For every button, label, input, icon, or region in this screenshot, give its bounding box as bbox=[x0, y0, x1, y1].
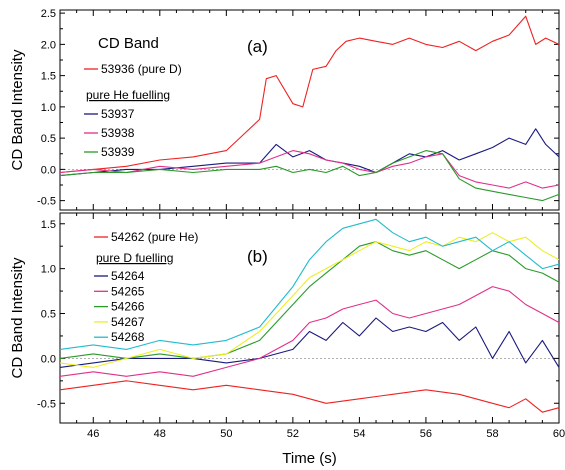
x-axis-label: Time (s) bbox=[282, 450, 336, 467]
panel-b: -0.5 0.0 0.5 1.0 1.5 46 48 50 52 54 56 58 60 Time (s)… bbox=[9, 212, 565, 467]
legend-subheading: pure D fuelling bbox=[96, 251, 173, 265]
legend-entry-label: 54262 (pure He) bbox=[111, 230, 198, 244]
y-tick-label: 1.0 bbox=[41, 264, 56, 276]
series-line-53938 bbox=[59, 150, 560, 189]
legend-entry-label: 53936 (pure D) bbox=[101, 62, 182, 76]
y-tick-label: 1.5 bbox=[41, 71, 56, 83]
series-line-54262 bbox=[59, 380, 560, 413]
panel-label: (a) bbox=[247, 37, 268, 56]
y-tick-label: 0.5 bbox=[41, 133, 56, 145]
legend-entry-label: 53937 bbox=[101, 107, 135, 121]
x-tick-label: 52 bbox=[287, 428, 299, 440]
legend-entry-label: 54266 bbox=[111, 300, 145, 314]
series-line-54268 bbox=[59, 218, 560, 350]
series-line-54266 bbox=[59, 241, 560, 359]
y-tick-label: -0.5 bbox=[37, 196, 56, 208]
y-axis-label: CD Band Intensity bbox=[9, 257, 26, 378]
y-tick-label: 1.5 bbox=[41, 219, 56, 231]
legend-entry-label: 54268 bbox=[111, 330, 145, 344]
series-line-54267 bbox=[59, 232, 560, 368]
y-tick-label: -0.5 bbox=[37, 398, 56, 410]
x-tick-label: 56 bbox=[420, 428, 432, 440]
x-tick-label: 46 bbox=[87, 428, 99, 440]
x-tick-label: 58 bbox=[486, 428, 498, 440]
series-line-54264 bbox=[59, 317, 560, 368]
y-tick-label: 0.0 bbox=[41, 164, 56, 176]
x-tick-label: 48 bbox=[154, 428, 166, 440]
y-tick-label: 0.0 bbox=[41, 353, 56, 365]
y-axis-label: CD Band Intensity bbox=[9, 49, 26, 170]
y-tick-label: 0.5 bbox=[41, 309, 56, 321]
panel-label: (b) bbox=[247, 247, 268, 266]
y-tick-label: 2.0 bbox=[41, 39, 56, 51]
y-tick-label: 2.5 bbox=[41, 8, 56, 20]
x-tick-label: 60 bbox=[553, 428, 565, 440]
x-tick-label: 54 bbox=[353, 428, 365, 440]
legend-entry-label: 54264 bbox=[111, 269, 145, 283]
panel-a: -0.5 0.0 0.5 1.0 1.5 2.0 2.5 CD Band Intensity (… bbox=[9, 8, 560, 211]
chart-title: CD Band bbox=[98, 35, 159, 52]
legend-entry-label: 54267 bbox=[111, 315, 145, 329]
series-line-53936 bbox=[59, 15, 560, 174]
series-line-53937 bbox=[59, 128, 560, 177]
x-tick-label: 50 bbox=[220, 428, 232, 440]
legend-entry-label: 53939 bbox=[101, 145, 135, 159]
legend-entry-label: 53938 bbox=[101, 126, 135, 140]
series-line-53939 bbox=[59, 150, 560, 202]
legend-subheading: pure He fuelling bbox=[86, 88, 170, 102]
y-tick-label: 1.0 bbox=[41, 102, 56, 114]
legend-entry-label: 54265 bbox=[111, 284, 145, 298]
series-line-54265 bbox=[59, 286, 560, 377]
